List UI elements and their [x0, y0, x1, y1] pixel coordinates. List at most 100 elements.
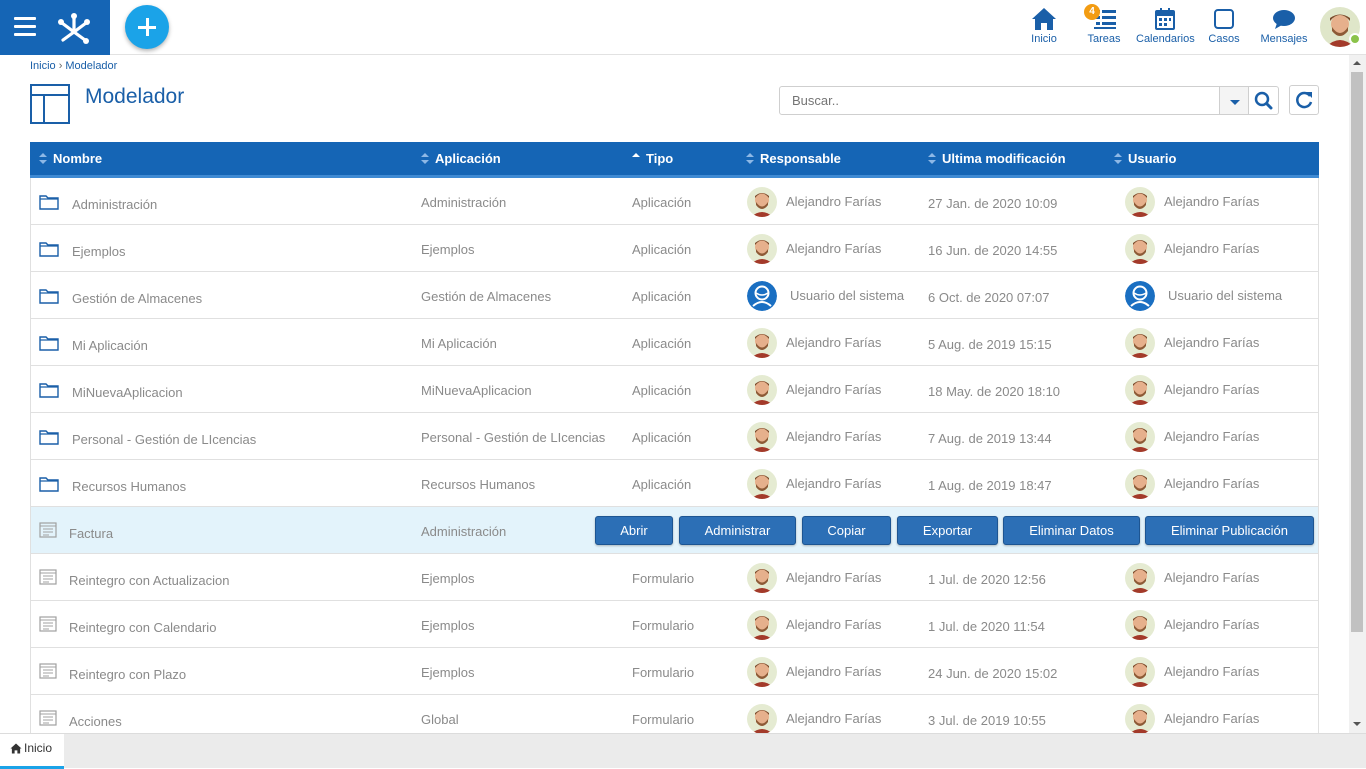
- table-row[interactable]: Recursos Humanos Recursos Humanos Aplicaci…: [30, 460, 1319, 507]
- row-last-modified: 5 Aug. de 2019 15:15: [928, 337, 1052, 352]
- avatar: [1125, 187, 1155, 217]
- row-name: Personal - Gestión de LIcencias: [72, 432, 257, 447]
- row-last-modified: 18 May. de 2020 18:10: [928, 384, 1061, 399]
- table-row[interactable]: Reintegro con Actualizacion Ejemplos Formu…: [30, 554, 1319, 601]
- menu-icon[interactable]: [14, 17, 36, 37]
- action-button-administrar[interactable]: Administrar: [679, 516, 796, 545]
- row-user: Alejandro Farías: [1164, 664, 1260, 679]
- nav-inicio[interactable]: Inicio: [1027, 6, 1061, 50]
- bottom-tab-inicio[interactable]: Inicio: [0, 734, 64, 769]
- table-row[interactable]: Gestión de Almacenes Gestión de Almacenes…: [30, 272, 1319, 319]
- action-button-eliminar-datos[interactable]: Eliminar Datos: [1003, 516, 1140, 545]
- search-input[interactable]: [779, 86, 1220, 115]
- table-row[interactable]: Personal - Gestión de LIcencias Personal …: [30, 413, 1319, 460]
- table-row[interactable]: Ejemplos Ejemplos Aplicación Alejandro Farí…: [30, 225, 1319, 272]
- scroll-thumb[interactable]: [1351, 72, 1363, 632]
- column-header-ultima-modificacion[interactable]: Ultima modificación: [928, 142, 1066, 175]
- scroll-up-arrow[interactable]: [1349, 55, 1366, 72]
- row-type: Formulario: [632, 712, 695, 727]
- modeler-icon: [30, 84, 70, 124]
- row-responsible: Alejandro Farías: [786, 429, 882, 444]
- row-name: Administración: [72, 197, 158, 212]
- sort-icon: [1114, 152, 1122, 165]
- column-header-aplicacion[interactable]: Aplicación: [421, 142, 501, 175]
- row-application: Ejemplos: [421, 571, 475, 586]
- row-responsible: Alejandro Farías: [786, 617, 882, 632]
- row-last-modified: 27 Jan. de 2020 10:09: [928, 196, 1058, 211]
- folder-icon: [39, 240, 59, 258]
- search-button[interactable]: [1248, 86, 1279, 115]
- folder-icon: [39, 334, 59, 352]
- breadcrumb-current[interactable]: Modelador: [65, 60, 118, 72]
- scroll-down-arrow[interactable]: [1349, 716, 1366, 733]
- row-type: Aplicación: [632, 289, 692, 304]
- row-user: Usuario del sistema: [1168, 288, 1283, 303]
- breadcrumb-home[interactable]: Inicio: [30, 60, 56, 72]
- row-name: Mi Aplicación: [72, 338, 148, 353]
- row-application: Administración: [421, 524, 507, 539]
- sort-icon: [928, 152, 936, 165]
- row-application: MiNuevaAplicacion: [421, 383, 532, 398]
- row-name: Gestión de Almacenes: [72, 291, 203, 306]
- table-row[interactable]: Reintegro con Calendario Ejemplos Formular…: [30, 601, 1319, 648]
- folder-icon: [39, 381, 59, 399]
- row-type: Aplicación: [632, 430, 692, 445]
- row-user: Alejandro Farías: [1164, 476, 1260, 491]
- action-button-abrir[interactable]: Abrir: [595, 516, 673, 545]
- nav-calendarios[interactable]: Calendarios: [1136, 6, 1195, 50]
- top-bar: Inicio 4 Tareas Calendarios Casos Mensaj…: [0, 0, 1366, 55]
- form-icon: [39, 710, 59, 728]
- column-header-nombre[interactable]: Nombre: [39, 142, 102, 175]
- action-button-exportar[interactable]: Exportar: [897, 516, 998, 545]
- row-user: Alejandro Farías: [1164, 429, 1260, 444]
- row-user: Alejandro Farías: [1164, 570, 1260, 585]
- row-last-modified: 1 Aug. de 2019 18:47: [928, 478, 1052, 493]
- row-application: Recursos Humanos: [421, 477, 536, 492]
- row-responsible: Alejandro Farías: [786, 382, 882, 397]
- nav-inicio-label: Inicio: [1031, 33, 1057, 45]
- folder-icon: [39, 193, 59, 211]
- row-user: Alejandro Farías: [1164, 711, 1260, 726]
- add-button[interactable]: [125, 5, 169, 49]
- row-responsible: Alejandro Farías: [786, 570, 882, 585]
- form-icon: [39, 522, 59, 540]
- row-type: Aplicación: [632, 242, 692, 257]
- table-row[interactable]: Factura Administración Abrir Administrar Cop…: [30, 507, 1319, 554]
- refresh-button[interactable]: [1289, 85, 1319, 115]
- search-icon: [1254, 91, 1273, 110]
- avatar: [747, 704, 777, 734]
- table-header: Nombre Aplicación Tipo Responsable Ultim…: [30, 142, 1319, 178]
- row-user: Alejandro Farías: [1164, 382, 1260, 397]
- avatar: [1125, 234, 1155, 264]
- vertical-scrollbar[interactable]: [1349, 55, 1366, 733]
- row-name: Ejemplos: [72, 244, 126, 259]
- system-user-avatar: [1125, 281, 1155, 311]
- sort-icon: [421, 152, 429, 165]
- nav-mensajes-label: Mensajes: [1260, 33, 1308, 45]
- online-status-dot: [1349, 33, 1361, 45]
- table-row[interactable]: Mi Aplicación Mi Aplicación Aplicación Alej…: [30, 319, 1319, 366]
- table-row[interactable]: Reintegro con Plazo Ejemplos Formulario Ale…: [30, 648, 1319, 695]
- folder-icon: [39, 428, 59, 446]
- logo-icon[interactable]: [55, 8, 93, 46]
- action-button-eliminar-publicacion[interactable]: Eliminar Publicación: [1145, 516, 1314, 545]
- row-responsible: Alejandro Farías: [786, 711, 882, 726]
- action-button-copiar[interactable]: Copiar: [802, 516, 891, 545]
- table-row[interactable]: Administración Administración Aplicación Al…: [30, 178, 1319, 225]
- avatar: [1125, 328, 1155, 358]
- table-row[interactable]: MiNuevaAplicacion MiNuevaAplicacion Aplica…: [30, 366, 1319, 413]
- row-application: Personal - Gestión de LIcencias: [421, 430, 606, 445]
- column-header-tipo[interactable]: Tipo: [632, 142, 673, 175]
- search-dropdown-button[interactable]: [1219, 86, 1249, 115]
- nav-casos[interactable]: Casos: [1207, 6, 1241, 50]
- nav-mensajes[interactable]: Mensajes: [1260, 6, 1308, 50]
- column-header-usuario[interactable]: Usuario: [1114, 142, 1176, 175]
- home-icon: [10, 743, 22, 754]
- row-user: Alejandro Farías: [1164, 194, 1260, 209]
- bottom-tab-label: Inicio: [24, 741, 53, 755]
- nav-calendarios-label: Calendarios: [1136, 33, 1195, 45]
- column-header-responsable[interactable]: Responsable: [746, 142, 841, 175]
- row-name: Recursos Humanos: [72, 479, 187, 494]
- nav-tareas[interactable]: 4 Tareas: [1084, 4, 1122, 50]
- form-icon: [39, 569, 59, 587]
